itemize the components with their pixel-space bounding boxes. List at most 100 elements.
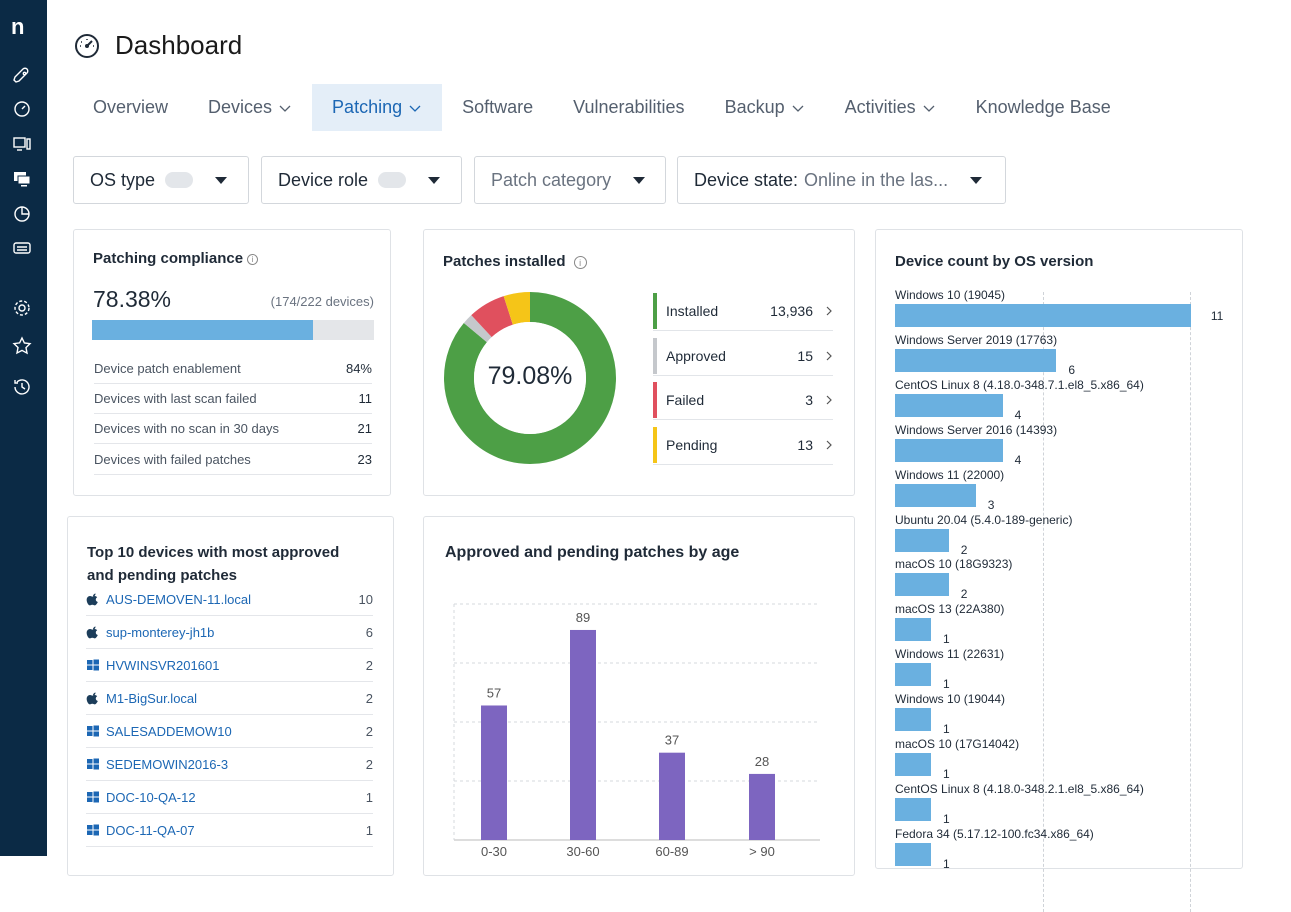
device-name-link[interactable]: SEDEMOWIN2016-3 [106, 756, 229, 772]
tab-label: Software [462, 97, 534, 117]
os-gridline [1043, 292, 1044, 912]
age-bar-0[interactable] [481, 705, 507, 840]
os-version-bar[interactable] [895, 663, 931, 687]
top10-row[interactable]: DOC-10-QA-12 1 [86, 781, 373, 814]
device-role-label: Device role [278, 169, 369, 190]
patches-by-age-card: Approved and pending patches by age 57 0-… [423, 516, 855, 876]
security-icon[interactable] [12, 204, 32, 224]
patch-category-filter[interactable]: Patch category [474, 156, 666, 204]
age-category-label: 60-89 [655, 844, 688, 859]
os-version-bar[interactable] [895, 438, 1003, 462]
os-version-count: 2 [960, 542, 968, 557]
chevron-down-icon [922, 101, 936, 115]
windows-icon [86, 790, 106, 804]
compliance-row-label: Devices with no scan in 30 days [94, 421, 279, 436]
os-type-label: OS type [90, 169, 156, 190]
star-icon[interactable] [12, 336, 32, 356]
age-bar-1[interactable] [570, 629, 596, 840]
os-version-bar[interactable] [895, 304, 1191, 327]
top10-row[interactable]: sup-monterey-jh1b 6 [86, 616, 373, 649]
device-name-link[interactable]: SALESADDEMOW10 [106, 723, 232, 739]
age-bar-3[interactable] [749, 773, 775, 840]
os-version-count: 4 [1014, 452, 1022, 467]
legend-item-approved[interactable]: Approved 15 [653, 336, 833, 376]
top10-row[interactable]: M1-BigSur.local 2 [86, 682, 373, 715]
compliance-row[interactable]: Devices with no scan in 30 days 21 [94, 414, 372, 444]
tab-backup[interactable]: Backup [705, 84, 825, 131]
device-state-value: Online in the las... [804, 169, 949, 190]
os-type-filter[interactable]: OS type [73, 156, 249, 204]
device-state-filter[interactable]: Device state: Online in the las... [677, 156, 1006, 204]
settings-icon[interactable] [12, 298, 32, 318]
info-icon[interactable]: i [247, 253, 259, 265]
os-version-bar[interactable] [895, 348, 1057, 372]
card-title: Patching compliance i [93, 250, 259, 267]
legend-count: 13 [797, 436, 813, 453]
device-name-link[interactable]: HVWINSVR201601 [106, 657, 220, 673]
os-version-bar[interactable] [895, 753, 931, 776]
legend-item-failed[interactable]: Failed 3 [653, 380, 833, 420]
history-icon[interactable] [12, 377, 32, 397]
device-name-link[interactable]: AUS-DEMOVEN-11.local [106, 591, 251, 607]
app-logo[interactable]: n [11, 14, 25, 39]
os-version-bar[interactable] [895, 528, 949, 552]
ticket-icon[interactable] [12, 238, 32, 258]
top10-row[interactable]: SEDEMOWIN2016-3 2 [86, 748, 373, 781]
patch-category-label: Patch category [491, 169, 612, 190]
os-version-bar[interactable] [895, 393, 1003, 417]
tab-devices[interactable]: Devices [188, 84, 312, 131]
os-version-bar[interactable] [895, 618, 931, 642]
dashboard-icon [75, 33, 99, 58]
device-name-link[interactable]: sup-monterey-jh1b [106, 624, 215, 640]
os-version-label: Windows Server 2016 (14393) [895, 422, 1058, 437]
compliance-row[interactable]: Devices with last scan failed 11 [94, 384, 372, 414]
tab-software[interactable]: Software [442, 84, 553, 131]
os-version-bar[interactable] [895, 573, 949, 597]
tab-label: Activities [844, 97, 916, 117]
device-name-link[interactable]: DOC-10-QA-12 [106, 789, 196, 805]
compliance-progress-fill [92, 320, 314, 340]
os-version-bar[interactable] [895, 842, 931, 866]
device-state-label: Device state: [694, 169, 799, 190]
compliance-row[interactable]: Devices with failed patches 23 [94, 445, 372, 475]
top10-row[interactable]: AUS-DEMOVEN-11.local 10 [86, 583, 373, 616]
chevron-right-icon [825, 306, 833, 316]
legend-item-pending[interactable]: Pending 13 [653, 425, 833, 465]
caret-down-icon [215, 176, 228, 184]
monitor-icon[interactable] [12, 169, 32, 189]
device-name-link[interactable]: M1-BigSur.local [106, 690, 198, 706]
os-version-bar[interactable] [895, 483, 976, 507]
age-bar-2[interactable] [659, 752, 685, 840]
top10-row[interactable]: SALESADDEMOW10 2 [86, 715, 373, 748]
top10-row[interactable]: HVWINSVR201601 2 [86, 649, 373, 682]
os-version-label: Windows 10 (19045) [895, 288, 1006, 302]
patches-donut-chart [444, 292, 616, 464]
tab-label: Devices [208, 97, 273, 117]
tab-overview[interactable]: Overview [73, 84, 188, 131]
tab-vulnerabilities[interactable]: Vulnerabilities [553, 84, 704, 131]
device-patch-count: 2 [365, 756, 373, 772]
dashboard-icon[interactable] [12, 99, 32, 119]
top10-row[interactable]: DOC-11-QA-07 1 [86, 814, 373, 847]
info-icon[interactable]: i [573, 255, 587, 269]
donut-slice-pending[interactable] [444, 292, 616, 464]
compliance-row-label: Devices with last scan failed [94, 391, 257, 406]
devices-icon[interactable] [12, 134, 32, 154]
os-version-bar[interactable] [895, 708, 931, 732]
device-patch-count: 2 [365, 657, 373, 673]
caret-down-icon [633, 176, 646, 184]
card-title: Patches installed i [443, 253, 587, 270]
legend-label: Installed [666, 302, 719, 319]
legend-item-installed[interactable]: Installed 13,936 [653, 291, 833, 331]
tab-knowledge-base[interactable]: Knowledge Base [956, 84, 1131, 131]
device-name-link[interactable]: DOC-11-QA-07 [106, 822, 195, 838]
tab-activities[interactable]: Activities [825, 84, 956, 131]
tab-patching[interactable]: Patching [312, 84, 443, 131]
compliance-row[interactable]: Device patch enablement 84% [94, 354, 372, 384]
chevron-right-icon [825, 351, 833, 361]
device-role-filter[interactable]: Device role [261, 156, 462, 204]
os-version-bar[interactable] [895, 797, 931, 821]
device-patch-count: 2 [365, 690, 373, 706]
device-patch-count: 1 [365, 822, 373, 838]
rocket-icon[interactable] [12, 66, 32, 86]
